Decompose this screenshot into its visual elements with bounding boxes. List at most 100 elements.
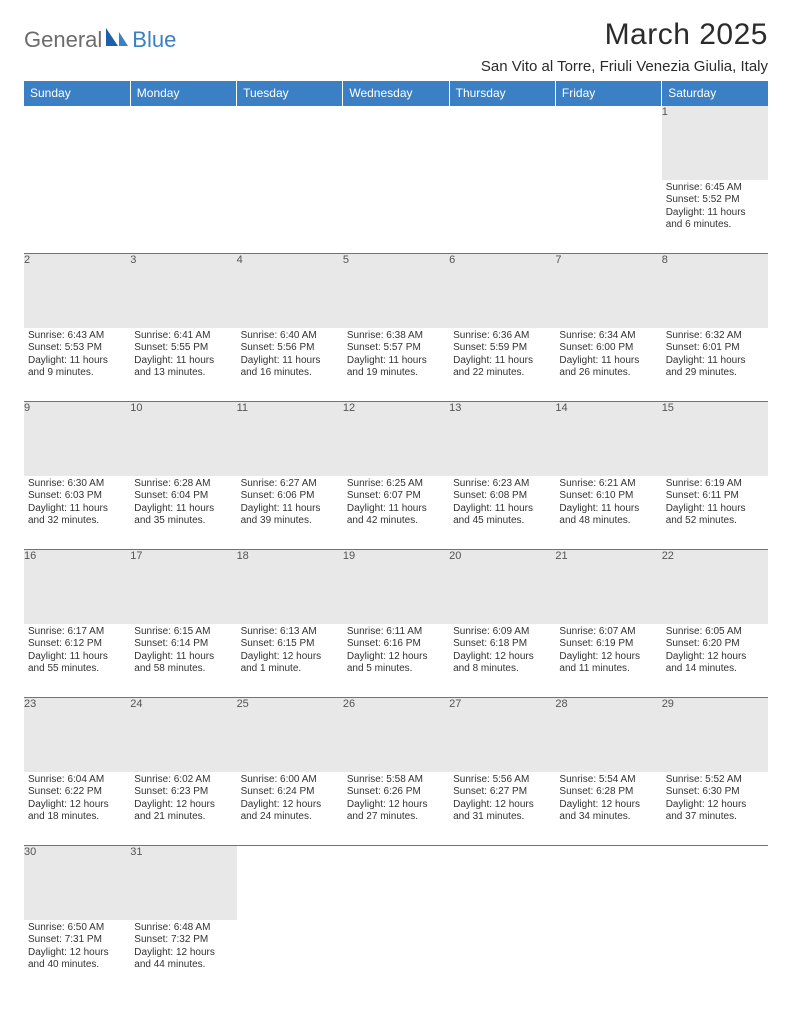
day-cell: Sunrise: 6:32 AMSunset: 6:01 PMDaylight:… (662, 328, 768, 402)
daylight-text: Daylight: 12 hours and 8 minutes. (453, 651, 551, 676)
day-number-cell (237, 846, 343, 920)
day-number-cell: 29 (662, 698, 768, 772)
sunrise-text: Sunrise: 6:09 AM (453, 626, 551, 639)
day-number-cell: 8 (662, 254, 768, 328)
day-number-cell (343, 846, 449, 920)
day-cell (555, 180, 661, 254)
daylight-text: Daylight: 11 hours and 55 minutes. (28, 651, 126, 676)
weekday-header: Wednesday (343, 81, 449, 106)
calendar-page: General Blue March 2025 San Vito al Torr… (0, 0, 792, 1012)
sunrise-text: Sunrise: 6:34 AM (559, 330, 657, 343)
weekday-header: Saturday (662, 81, 768, 106)
sunset-text: Sunset: 6:03 PM (28, 490, 126, 503)
day-cell: Sunrise: 6:07 AMSunset: 6:19 PMDaylight:… (555, 624, 661, 698)
day-number-cell: 14 (555, 402, 661, 476)
day-cell (237, 920, 343, 994)
daylight-text: Daylight: 12 hours and 27 minutes. (347, 799, 445, 824)
day-cell: Sunrise: 6:21 AMSunset: 6:10 PMDaylight:… (555, 476, 661, 550)
sunrise-text: Sunrise: 6:28 AM (134, 478, 232, 491)
calendar-table: Sunday Monday Tuesday Wednesday Thursday… (24, 81, 768, 994)
sunrise-text: Sunrise: 5:58 AM (347, 774, 445, 787)
day-number-cell: 6 (449, 254, 555, 328)
day-number-cell: 19 (343, 550, 449, 624)
sunrise-text: Sunrise: 6:07 AM (559, 626, 657, 639)
sunrise-text: Sunrise: 6:32 AM (666, 330, 764, 343)
daylight-text: Daylight: 11 hours and 9 minutes. (28, 355, 126, 380)
sunrise-text: Sunrise: 6:11 AM (347, 626, 445, 639)
day-number-cell: 11 (237, 402, 343, 476)
day-cell (343, 180, 449, 254)
day-cell: Sunrise: 5:54 AMSunset: 6:28 PMDaylight:… (555, 772, 661, 846)
sunrise-text: Sunrise: 6:17 AM (28, 626, 126, 639)
day-content-row: Sunrise: 6:50 AMSunset: 7:31 PMDaylight:… (24, 920, 768, 994)
day-cell: Sunrise: 6:30 AMSunset: 6:03 PMDaylight:… (24, 476, 130, 550)
sunset-text: Sunset: 6:16 PM (347, 638, 445, 651)
day-number-cell: 23 (24, 698, 130, 772)
day-cell (555, 920, 661, 994)
day-number-cell: 7 (555, 254, 661, 328)
sunset-text: Sunset: 6:18 PM (453, 638, 551, 651)
day-number-cell: 13 (449, 402, 555, 476)
sunset-text: Sunset: 7:32 PM (134, 934, 232, 947)
day-content-row: Sunrise: 6:43 AMSunset: 5:53 PMDaylight:… (24, 328, 768, 402)
day-number-cell: 31 (130, 846, 236, 920)
daynum-row: 9101112131415 (24, 402, 768, 476)
sunrise-text: Sunrise: 6:36 AM (453, 330, 551, 343)
day-number-cell: 5 (343, 254, 449, 328)
day-cell: Sunrise: 6:50 AMSunset: 7:31 PMDaylight:… (24, 920, 130, 994)
day-number-cell: 10 (130, 402, 236, 476)
daylight-text: Daylight: 12 hours and 1 minute. (241, 651, 339, 676)
sunrise-text: Sunrise: 6:23 AM (453, 478, 551, 491)
day-number-cell: 20 (449, 550, 555, 624)
day-cell: Sunrise: 6:00 AMSunset: 6:24 PMDaylight:… (237, 772, 343, 846)
day-cell: Sunrise: 5:58 AMSunset: 6:26 PMDaylight:… (343, 772, 449, 846)
sunset-text: Sunset: 6:06 PM (241, 490, 339, 503)
day-number-cell (449, 846, 555, 920)
sunset-text: Sunset: 6:11 PM (666, 490, 764, 503)
weekday-header: Thursday (449, 81, 555, 106)
title-block: March 2025 San Vito al Torre, Friuli Ven… (481, 18, 768, 75)
day-number-cell: 18 (237, 550, 343, 624)
daylight-text: Daylight: 12 hours and 18 minutes. (28, 799, 126, 824)
day-cell: Sunrise: 6:41 AMSunset: 5:55 PMDaylight:… (130, 328, 236, 402)
day-number-cell (237, 106, 343, 180)
day-content-row: Sunrise: 6:04 AMSunset: 6:22 PMDaylight:… (24, 772, 768, 846)
daynum-row: 16171819202122 (24, 550, 768, 624)
day-cell: Sunrise: 6:48 AMSunset: 7:32 PMDaylight:… (130, 920, 236, 994)
day-cell: Sunrise: 6:13 AMSunset: 6:15 PMDaylight:… (237, 624, 343, 698)
daylight-text: Daylight: 11 hours and 48 minutes. (559, 503, 657, 528)
daynum-row: 3031 (24, 846, 768, 920)
daylight-text: Daylight: 12 hours and 40 minutes. (28, 947, 126, 972)
day-number-cell: 15 (662, 402, 768, 476)
location-text: San Vito al Torre, Friuli Venezia Giulia… (481, 58, 768, 75)
daynum-row: 1 (24, 106, 768, 180)
sunset-text: Sunset: 5:55 PM (134, 342, 232, 355)
sunrise-text: Sunrise: 6:19 AM (666, 478, 764, 491)
sunset-text: Sunset: 6:20 PM (666, 638, 764, 651)
day-cell: Sunrise: 6:38 AMSunset: 5:57 PMDaylight:… (343, 328, 449, 402)
sunset-text: Sunset: 6:01 PM (666, 342, 764, 355)
sunset-text: Sunset: 6:22 PM (28, 786, 126, 799)
day-number-cell: 27 (449, 698, 555, 772)
sunset-text: Sunset: 6:23 PM (134, 786, 232, 799)
sunrise-text: Sunrise: 6:04 AM (28, 774, 126, 787)
day-number-cell: 12 (343, 402, 449, 476)
sunrise-text: Sunrise: 6:40 AM (241, 330, 339, 343)
sunrise-text: Sunrise: 6:30 AM (28, 478, 126, 491)
sunrise-text: Sunrise: 6:45 AM (666, 182, 764, 195)
day-cell: Sunrise: 6:28 AMSunset: 6:04 PMDaylight:… (130, 476, 236, 550)
sunset-text: Sunset: 6:19 PM (559, 638, 657, 651)
day-number-cell: 4 (237, 254, 343, 328)
day-number-cell: 3 (130, 254, 236, 328)
day-number-cell: 21 (555, 550, 661, 624)
day-cell: Sunrise: 6:40 AMSunset: 5:56 PMDaylight:… (237, 328, 343, 402)
weekday-header: Friday (555, 81, 661, 106)
logo-text-left: General (24, 27, 102, 53)
daylight-text: Daylight: 12 hours and 24 minutes. (241, 799, 339, 824)
sunset-text: Sunset: 6:04 PM (134, 490, 232, 503)
day-number-cell: 24 (130, 698, 236, 772)
sunset-text: Sunset: 6:30 PM (666, 786, 764, 799)
day-cell: Sunrise: 6:45 AMSunset: 5:52 PMDaylight:… (662, 180, 768, 254)
day-number-cell: 25 (237, 698, 343, 772)
sunrise-text: Sunrise: 6:48 AM (134, 922, 232, 935)
